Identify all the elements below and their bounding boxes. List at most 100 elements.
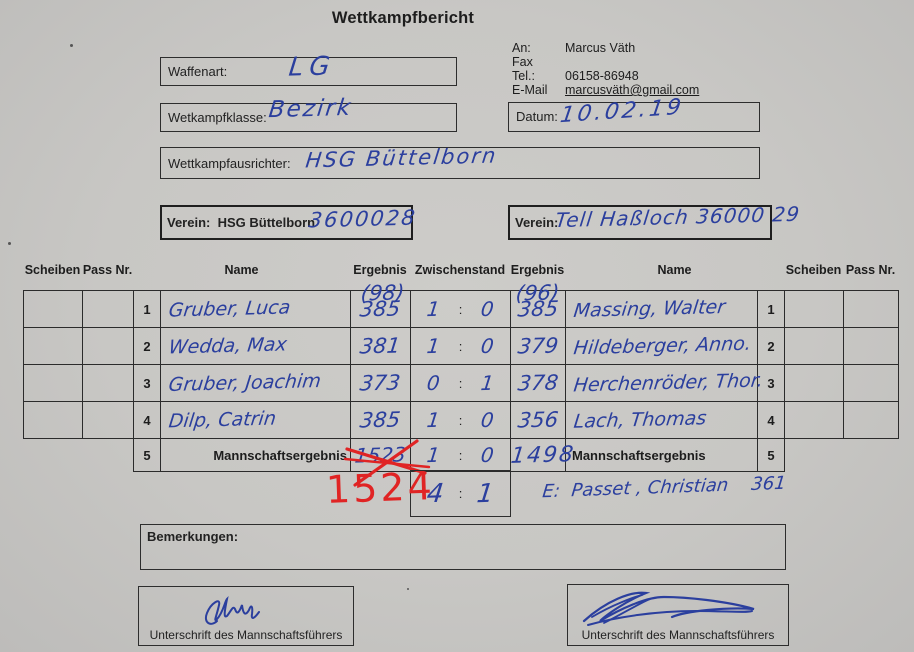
shooter-name-right: Herchenröder, Thor.	[572, 369, 765, 397]
signature-label: Unterschrift des Mannschaftsführers	[149, 628, 343, 642]
header-scheiben-right: Scheiben	[785, 263, 842, 277]
team-result-row: 5 Mannschaftsergebnis 1523 1:0 1498 Mann…	[24, 438, 899, 487]
header-name-left: Name	[224, 263, 259, 277]
contact-an-label: An:	[512, 41, 531, 55]
interim-colon: :	[458, 447, 463, 463]
shooter-name-right: Massing, Walter	[572, 296, 727, 322]
result-left: 385	[359, 296, 402, 322]
passnr-cell-right	[843, 327, 899, 365]
final-score-colon: :	[458, 486, 463, 501]
ausrichter-value: HSG Büttelborn	[304, 143, 499, 173]
result-left: 373	[359, 370, 402, 396]
shooter-name-left: Wedda, Max	[167, 333, 289, 359]
contact-tel-label: Tel.:	[512, 69, 535, 83]
signature-box-right: Unterschrift des Mannschaftsführers	[567, 584, 789, 646]
verein-left-number: 3600028	[307, 205, 419, 233]
interim-right: 0	[479, 333, 496, 359]
shooter-name-left: Gruber, Luca	[167, 296, 292, 322]
contact-tel-value: 06158-86948	[565, 69, 639, 83]
wettkampfklasse-label: Wetkampfklasse:	[168, 110, 267, 125]
final-score-box: 4 : 1	[410, 470, 511, 517]
result-left: 381	[359, 333, 402, 359]
verein-left-box: Verein: HSG Büttelborn 3600028	[160, 205, 418, 240]
interim-colon: :	[458, 375, 463, 391]
interim-right: 0	[479, 442, 496, 468]
header-ergebnis-left: Ergebnis	[353, 263, 407, 277]
bemerkungen-box: Bemerkungen:	[140, 524, 786, 570]
result-right: 356	[516, 407, 560, 433]
header-scheiben-left: Scheiben	[24, 263, 81, 277]
interim-colon: :	[458, 412, 463, 428]
header-name-right: Name	[657, 263, 692, 277]
waffenart-box: Waffenart: LG	[160, 51, 457, 86]
signature-right-image	[582, 591, 755, 626]
signature-left-image	[205, 595, 260, 625]
scheiben-cell-left	[23, 364, 83, 402]
verein-left-label: Verein:	[167, 215, 211, 230]
verein-right-box: Verein: Tell Haßloch 36000 29	[508, 202, 801, 240]
contact-fax: Fax	[512, 55, 533, 69]
contact-email-label: E-Mail	[512, 83, 548, 97]
team-result-label-right: Mannschaftsergebnis	[565, 438, 758, 472]
signature-label: Unterschrift des Mannschaftsführers	[581, 628, 775, 642]
scheiben-cell-left	[23, 327, 83, 365]
result-left: 385	[359, 407, 402, 433]
scheiben-cell-right	[784, 364, 844, 402]
interim-left: 1	[425, 296, 442, 322]
table-header-row: Scheiben Pass Nr. Name Ergebnis Zwischen…	[23, 263, 898, 277]
shooter-name-right: Lach, Thomas	[572, 407, 708, 433]
scan-artifact	[8, 242, 11, 245]
row-number-right: 4	[757, 401, 785, 439]
wettkampfklasse-box: Wetkampfklasse: Bezirk	[160, 95, 457, 132]
row-number-left: 1	[133, 290, 161, 328]
row-number-right: 5	[757, 438, 785, 472]
contact-fax-label: Fax	[512, 55, 533, 69]
bemerkungen-label: Bemerkungen:	[147, 529, 239, 544]
final-score-right: 1	[475, 478, 496, 509]
interim-right: 0	[479, 296, 496, 322]
scheiben-cell-right	[784, 290, 844, 328]
interim-left: 1	[425, 333, 442, 359]
contact-an: An: Marcus Väth	[512, 41, 635, 55]
passnr-cell-right	[843, 364, 899, 402]
passnr-cell-left	[82, 401, 134, 439]
results-table: 1 Gruber, Luca (98) 385 1:0 (96) 385 Massi…	[23, 280, 899, 487]
table-row: 2 Wedda, Max 381 1:0 379 Hildeberger, An…	[23, 327, 899, 365]
team-total-left-crossed: 1523	[353, 442, 408, 468]
shooter-name-left: Gruber, Joachim	[167, 370, 323, 396]
waffenart-label: Waffenart:	[168, 64, 228, 79]
contact-an-value: Marcus Väth	[565, 41, 636, 55]
wettkampfklasse-value: Bezirk	[267, 94, 354, 124]
result-right: 378	[516, 370, 560, 396]
interim-left: 0	[425, 370, 442, 396]
contact-email-value: marcusväth@gmail.com	[565, 83, 700, 97]
scheiben-cell-left	[23, 290, 83, 328]
interim-colon: :	[458, 338, 463, 354]
datum-box: Datum: 10.02.19	[508, 95, 760, 132]
row-number-right: 1	[757, 290, 785, 328]
team-result-label-left: Mannschaftsergebnis	[160, 438, 351, 472]
shooter-name-right: Hildeberger, Anno.	[572, 332, 753, 360]
verein-right-label: Verein:	[515, 215, 559, 230]
header-passnr-left: Pass Nr.	[82, 263, 133, 277]
row-number-left: 2	[133, 327, 161, 365]
row-number-left: 3	[133, 364, 161, 402]
scheiben-cell-right	[784, 401, 844, 439]
shooter-name-left: Dilp, Catrin	[167, 407, 278, 433]
waffenart-value: LG	[287, 51, 338, 83]
ausrichter-label: Wettkampfausrichter:	[168, 156, 291, 171]
scan-artifact	[70, 44, 73, 47]
contact-tel: Tel.: 06158-86948	[512, 69, 639, 83]
table-row: 3 Gruber, Joachim 373 0:1 378 Herchenröd…	[23, 364, 899, 402]
scheiben-cell-left	[23, 401, 83, 439]
interim-right: 0	[479, 407, 496, 433]
header-passnr-right: Pass Nr.	[845, 263, 896, 277]
interim-right: 1	[479, 370, 496, 396]
result-right: 385	[516, 296, 560, 322]
datum-label: Datum:	[516, 109, 558, 124]
scheiben-cell-right	[784, 327, 844, 365]
passnr-cell-left	[82, 327, 134, 365]
table-row: 4 Dilp, Catrin 385 1:0 356 Lach, Thomas …	[23, 401, 899, 439]
result-right: 379	[516, 333, 560, 359]
